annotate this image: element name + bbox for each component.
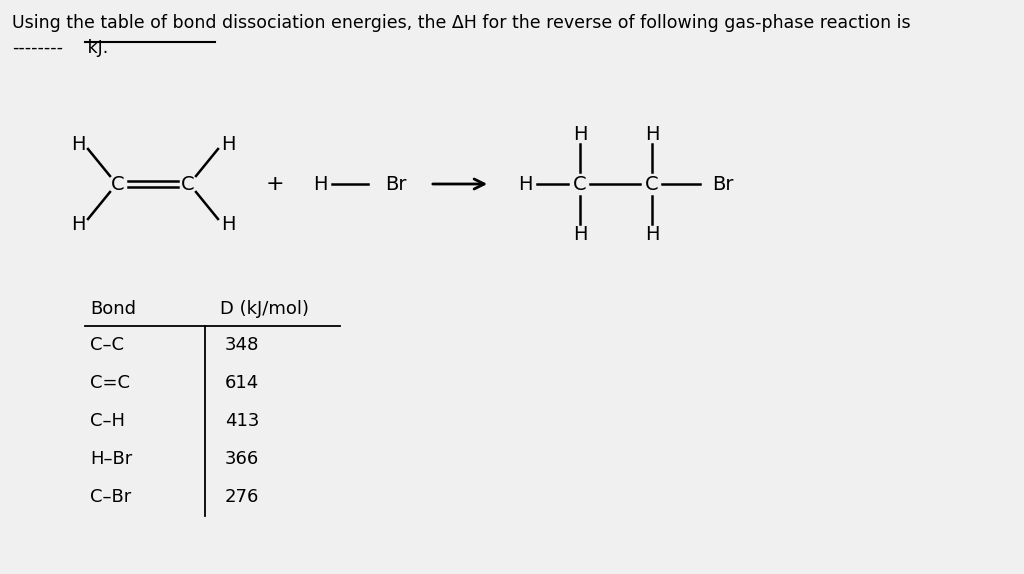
Text: 348: 348 [225, 336, 259, 354]
Text: Br: Br [712, 174, 733, 193]
Text: Br: Br [385, 174, 407, 193]
Text: H: H [645, 125, 659, 144]
Text: C–C: C–C [90, 336, 124, 354]
Text: --------: -------- [12, 39, 63, 57]
Text: H: H [71, 215, 85, 234]
Text: H: H [221, 215, 236, 234]
Text: H: H [572, 125, 587, 144]
Text: H: H [645, 224, 659, 243]
Text: C: C [112, 174, 125, 193]
Text: Using the table of bond dissociation energies, the ΔH for the reverse of followi: Using the table of bond dissociation ene… [12, 14, 910, 32]
Text: 614: 614 [225, 374, 259, 392]
Text: H: H [312, 174, 328, 193]
Text: 276: 276 [225, 488, 259, 506]
Text: C: C [573, 174, 587, 193]
Text: Bond: Bond [90, 300, 136, 318]
Text: 366: 366 [225, 450, 259, 468]
Text: +: + [265, 174, 285, 194]
Text: H–Br: H–Br [90, 450, 132, 468]
Text: C–H: C–H [90, 412, 125, 430]
Text: C: C [181, 174, 195, 193]
Text: 413: 413 [225, 412, 259, 430]
Text: H: H [572, 224, 587, 243]
Text: H: H [71, 134, 85, 153]
Text: C: C [645, 174, 658, 193]
Text: H: H [518, 174, 532, 193]
Text: C=C: C=C [90, 374, 130, 392]
Text: kJ.: kJ. [82, 39, 109, 57]
Text: D (kJ/mol): D (kJ/mol) [220, 300, 309, 318]
Text: C–Br: C–Br [90, 488, 131, 506]
Text: H: H [221, 134, 236, 153]
